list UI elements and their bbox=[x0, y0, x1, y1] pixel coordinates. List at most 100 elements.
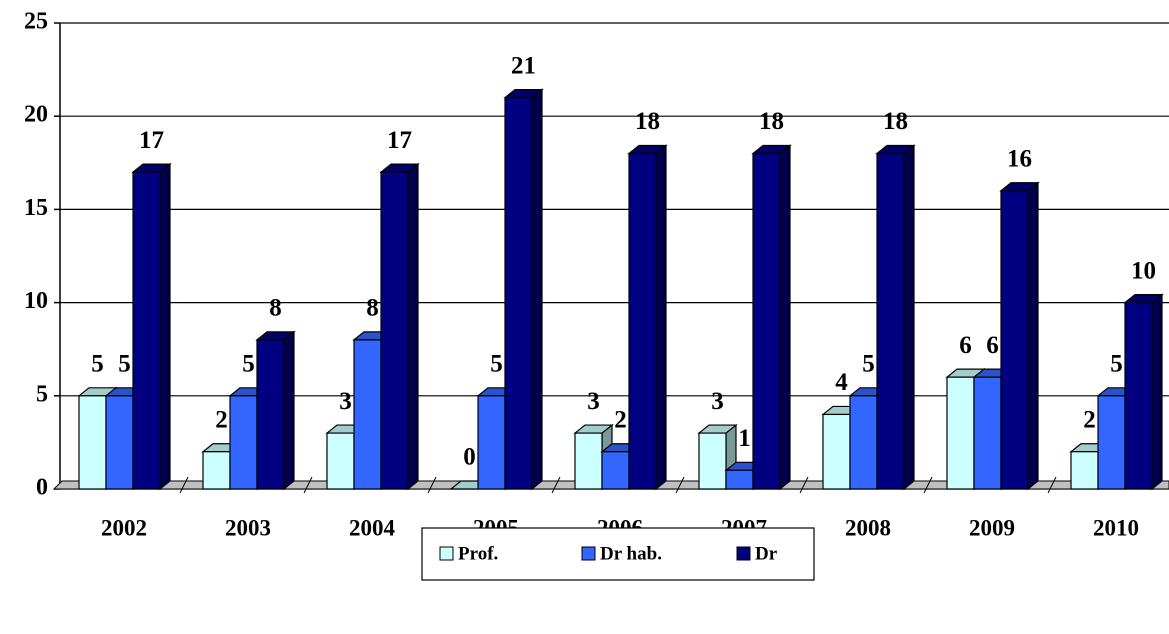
bar-front bbox=[132, 171, 161, 490]
bar bbox=[255, 330, 296, 491]
bar-front bbox=[725, 469, 754, 490]
x-tick-label: 2010 bbox=[1093, 515, 1139, 540]
bar-front bbox=[1124, 302, 1153, 490]
bar-side bbox=[407, 162, 419, 491]
y-tick-label: 5 bbox=[36, 381, 48, 407]
data-label: 5 bbox=[91, 351, 104, 378]
bar-side bbox=[283, 330, 295, 491]
bar-front bbox=[1070, 451, 1099, 490]
data-label: 8 bbox=[366, 295, 379, 322]
data-label: 2 bbox=[614, 406, 627, 433]
bar-front bbox=[353, 339, 382, 490]
data-label: 5 bbox=[1110, 351, 1123, 378]
y-tick-label: 0 bbox=[36, 475, 48, 501]
category-tick bbox=[923, 476, 933, 494]
legend-label: Prof. bbox=[458, 543, 498, 564]
bar-front bbox=[477, 395, 506, 490]
bar bbox=[627, 144, 668, 491]
bar-front bbox=[1000, 190, 1029, 490]
legend-label: Dr hab. bbox=[600, 543, 662, 564]
data-label: 4 bbox=[835, 369, 848, 396]
y-tick-label: 20 bbox=[24, 102, 48, 128]
bar-front bbox=[822, 413, 851, 490]
data-label: 10 bbox=[1131, 257, 1156, 284]
category-tick bbox=[179, 476, 189, 494]
x-tick-label: 2009 bbox=[969, 515, 1015, 540]
y-tick-label: 10 bbox=[24, 288, 48, 314]
data-label: 8 bbox=[269, 295, 282, 322]
bar-front bbox=[574, 432, 603, 490]
x-tick-label: 2003 bbox=[225, 515, 271, 540]
bar bbox=[1123, 293, 1164, 491]
legend-swatch bbox=[736, 546, 751, 561]
data-label: 3 bbox=[711, 388, 724, 415]
data-label: 18 bbox=[883, 108, 908, 135]
bar-front bbox=[380, 171, 409, 490]
data-label: 3 bbox=[339, 388, 352, 415]
data-label: 1 bbox=[738, 425, 751, 452]
data-label: 3 bbox=[587, 388, 600, 415]
bar bbox=[77, 386, 118, 491]
data-label: 5 bbox=[862, 351, 875, 378]
category-tick bbox=[1047, 476, 1057, 494]
data-label: 2 bbox=[215, 406, 228, 433]
bar bbox=[751, 144, 792, 491]
data-label: 5 bbox=[118, 351, 131, 378]
data-label: 0 bbox=[463, 444, 476, 471]
bar bbox=[875, 144, 916, 491]
category-tick bbox=[427, 476, 437, 494]
data-label: 17 bbox=[139, 127, 164, 154]
bar-front bbox=[849, 395, 878, 490]
bar bbox=[503, 88, 544, 491]
data-label: 18 bbox=[635, 108, 660, 135]
bar-front bbox=[326, 432, 355, 490]
bar-side bbox=[159, 162, 171, 491]
bar-front bbox=[698, 432, 727, 490]
bar-side bbox=[779, 144, 791, 491]
y-tick-label: 25 bbox=[24, 9, 48, 35]
data-label: 17 bbox=[387, 127, 412, 154]
bar-front bbox=[876, 152, 905, 490]
category-tick bbox=[551, 476, 561, 494]
bar-front bbox=[973, 376, 1002, 490]
bar-side bbox=[655, 144, 667, 491]
legend-label: Dr bbox=[755, 543, 778, 564]
data-label: 6 bbox=[959, 332, 972, 359]
bar-front bbox=[601, 451, 630, 490]
bar bbox=[379, 162, 420, 491]
bar-front bbox=[105, 395, 134, 490]
category-tick bbox=[303, 476, 313, 494]
data-label: 21 bbox=[511, 52, 536, 79]
bar-front bbox=[504, 96, 533, 490]
bar-front bbox=[256, 339, 285, 490]
bar-front bbox=[752, 152, 781, 490]
data-label: 5 bbox=[242, 351, 255, 378]
x-tick-label: 2002 bbox=[101, 515, 147, 540]
bar-front bbox=[229, 395, 258, 490]
bar-front bbox=[1097, 395, 1126, 490]
y-tick-label: 15 bbox=[24, 195, 48, 221]
category-tick bbox=[799, 476, 809, 494]
legend-swatch bbox=[439, 546, 454, 561]
bar-front bbox=[78, 395, 107, 490]
bar-side bbox=[1151, 293, 1163, 491]
bar bbox=[999, 181, 1040, 491]
bar-front bbox=[202, 451, 231, 490]
data-label: 6 bbox=[986, 332, 999, 359]
x-tick-label: 2004 bbox=[349, 515, 396, 540]
data-label: 5 bbox=[490, 351, 503, 378]
category-tick bbox=[675, 476, 685, 494]
bar bbox=[131, 162, 172, 491]
bar-front bbox=[946, 376, 975, 490]
bar-side bbox=[1027, 181, 1039, 491]
bar-side bbox=[903, 144, 915, 491]
data-label: 2 bbox=[1083, 406, 1096, 433]
data-label: 16 bbox=[1007, 145, 1032, 172]
bar-side bbox=[531, 88, 543, 491]
legend-swatch bbox=[581, 546, 596, 561]
data-label: 18 bbox=[759, 108, 784, 135]
bar-front bbox=[628, 152, 657, 490]
x-tick-label: 2008 bbox=[845, 515, 891, 540]
